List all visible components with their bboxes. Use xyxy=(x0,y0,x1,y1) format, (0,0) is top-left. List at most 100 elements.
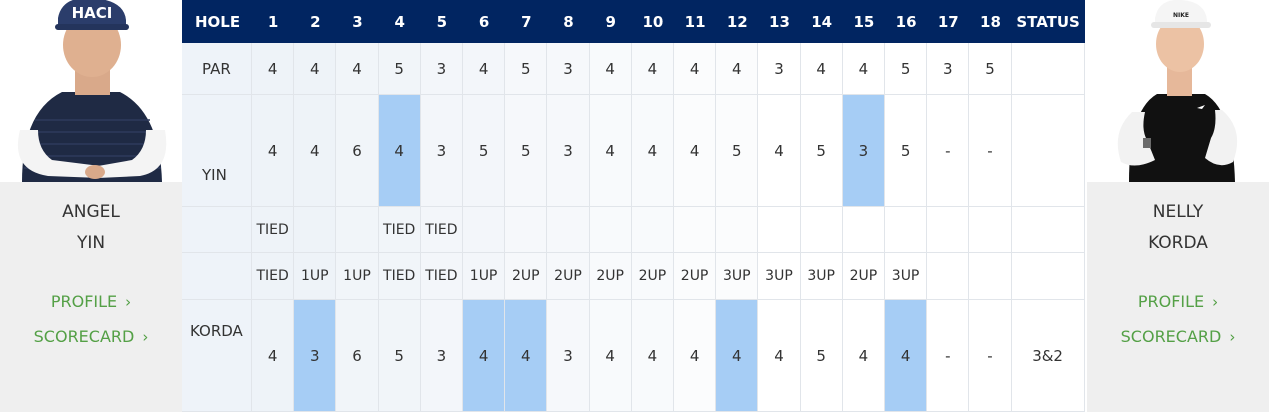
player-first-name: NELLY xyxy=(1152,202,1204,222)
match-status-cell xyxy=(758,207,801,253)
profile-link-korda[interactable]: PROFILE › xyxy=(1087,292,1269,311)
par-cell: 5 xyxy=(505,43,548,95)
par-status-cell xyxy=(1011,43,1085,95)
par-cell: 4 xyxy=(294,43,337,95)
score-cell: 4 xyxy=(463,300,506,412)
yin-status-row: TIED TIED TIED xyxy=(182,207,1087,253)
hole-number: 4 xyxy=(378,0,421,43)
score-cell: 4 xyxy=(589,95,632,207)
score-cell: 6 xyxy=(336,95,379,207)
match-status-cell xyxy=(631,207,674,253)
score-cell: - xyxy=(969,300,1012,412)
player-photo-korda: NIKE xyxy=(1087,0,1269,182)
match-status-cell xyxy=(463,207,506,253)
player-last-name: YIN xyxy=(76,233,106,253)
hole-number: 10 xyxy=(631,0,674,43)
match-status-cell: TIED xyxy=(252,253,295,300)
hole-number: 16 xyxy=(885,0,928,43)
match-status-cell: 1UP xyxy=(336,253,379,300)
match-status-cell xyxy=(589,207,632,253)
match-status-cell: TIED xyxy=(378,207,421,253)
status-header: STATUS xyxy=(1011,0,1085,43)
match-status-cell: 2UP xyxy=(842,253,885,300)
profile-label: PROFILE xyxy=(1137,292,1205,311)
score-cell: 4 xyxy=(252,95,295,207)
match-status-cell xyxy=(885,207,928,253)
match-status-cell xyxy=(927,253,970,300)
chevron-right-icon: › xyxy=(1229,328,1236,346)
player-card-korda: NIKE NELLY KORDA PROFILE › SCORECARD › xyxy=(1087,0,1269,412)
player-photo-yin: HACI xyxy=(0,0,182,182)
match-status-cell xyxy=(294,207,337,253)
scorecard-link-korda[interactable]: SCORECARD › xyxy=(1087,327,1269,346)
scorecard-link-yin[interactable]: SCORECARD › xyxy=(0,327,182,346)
par-cell: 3 xyxy=(547,43,590,95)
match-status-cell: 3UP xyxy=(716,253,759,300)
yin-status-cell xyxy=(1011,95,1085,207)
match-status-cell xyxy=(336,207,379,253)
score-cell: 4 xyxy=(252,300,295,412)
korda-score-row: KORDA 4 3 6 5 3 4 4 3 4 4 4 4 4 5 4 4- -3&2 xyxy=(182,300,1087,412)
label-spacer xyxy=(182,207,252,253)
chevron-right-icon: › xyxy=(125,293,132,311)
score-cell: 3 xyxy=(420,300,463,412)
score-cell: 4 xyxy=(631,300,674,412)
score-cell: 5 xyxy=(800,300,843,412)
score-cell: 4 xyxy=(631,95,674,207)
score-cell: 5 xyxy=(716,95,759,207)
hole-number: 2 xyxy=(294,0,337,43)
score-cell: 4 xyxy=(758,300,801,412)
match-status-cell: TIED xyxy=(378,253,421,300)
hole-header-label: HOLE xyxy=(182,0,252,43)
match-status-cell: 1UP xyxy=(294,253,337,300)
match-status-cell: 3UP xyxy=(885,253,928,300)
scorecard-label: SCORECARD xyxy=(1120,327,1222,346)
korda-status-row: TIED 1UP 1UP TIED TIED 1UP 2UP 2UP 2UP 2UP 2UP 3UP 3… xyxy=(182,253,1087,300)
score-cell: - xyxy=(969,95,1012,207)
score-cell: 5 xyxy=(505,95,548,207)
chevron-right-icon: › xyxy=(142,328,149,346)
score-cell: 4 xyxy=(589,300,632,412)
score-cell: 4 xyxy=(716,300,759,412)
player-row-label: YIN xyxy=(182,95,252,207)
par-cell: 4 xyxy=(252,43,295,95)
svg-text:HACI: HACI xyxy=(72,4,113,22)
hole-number: 7 xyxy=(505,0,548,43)
chevron-right-icon: › xyxy=(1212,293,1219,311)
match-status-cell: TIED xyxy=(252,207,295,253)
par-cell: 4 xyxy=(716,43,759,95)
par-cell: 4 xyxy=(589,43,632,95)
par-cell: 4 xyxy=(463,43,506,95)
hole-number: 14 xyxy=(800,0,843,43)
score-cell: - xyxy=(927,300,970,412)
score-cell: 3 xyxy=(547,95,590,207)
score-cell: 4 xyxy=(842,300,885,412)
scorecard-label: SCORECARD xyxy=(33,327,135,346)
hole-number: 12 xyxy=(716,0,759,43)
par-cell: 4 xyxy=(336,43,379,95)
label-spacer xyxy=(182,253,252,300)
match-status-cell: 3UP xyxy=(758,253,801,300)
par-cell: 5 xyxy=(969,43,1012,95)
score-cell: 4 xyxy=(674,300,717,412)
match-status-cell xyxy=(927,207,970,253)
svg-text:NIKE: NIKE xyxy=(1173,12,1189,19)
score-cell: 5 xyxy=(885,95,928,207)
par-cell: 5 xyxy=(885,43,928,95)
match-status-cell xyxy=(505,207,548,253)
hole-number: 1 xyxy=(252,0,295,43)
par-label: PAR xyxy=(182,43,252,95)
score-cell: 3 xyxy=(420,95,463,207)
match-result: 3&2 xyxy=(1011,300,1085,412)
par-cell: 4 xyxy=(842,43,885,95)
match-status-cell: 2UP xyxy=(674,253,717,300)
hole-number: 11 xyxy=(674,0,717,43)
par-cell: 4 xyxy=(800,43,843,95)
match-status-cell: 2UP xyxy=(631,253,674,300)
score-cell: 4 xyxy=(758,95,801,207)
hole-number: 3 xyxy=(336,0,379,43)
score-cell: 4 xyxy=(294,95,337,207)
hole-number: 13 xyxy=(758,0,801,43)
match-status-cell xyxy=(674,207,717,253)
profile-link-yin[interactable]: PROFILE › xyxy=(0,292,182,311)
